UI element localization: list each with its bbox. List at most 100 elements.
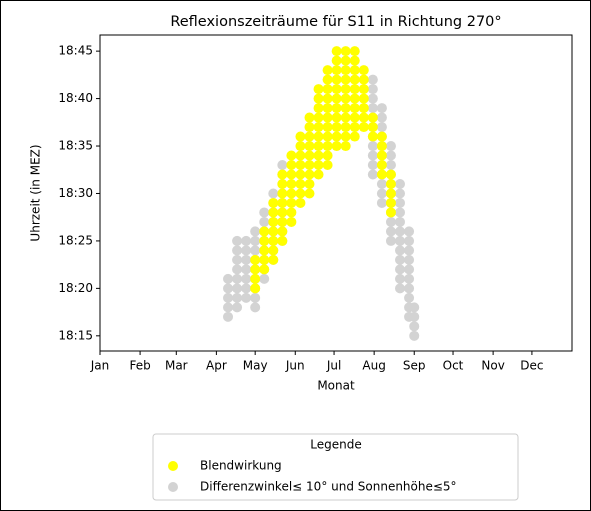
point (286, 178, 297, 189)
point (367, 131, 378, 142)
point (367, 74, 378, 85)
point (259, 264, 270, 275)
point (358, 84, 369, 95)
point (385, 169, 396, 180)
point (349, 46, 360, 57)
point (367, 122, 378, 133)
point (331, 103, 342, 114)
point (358, 65, 369, 76)
point (295, 188, 306, 199)
y-tick-label: 18:15 (58, 328, 93, 342)
point (277, 226, 288, 237)
point (241, 245, 252, 256)
point (304, 150, 315, 161)
point (376, 178, 387, 189)
x-axis-label: Monat (317, 379, 355, 393)
legend-marker (168, 461, 178, 471)
point (250, 254, 261, 265)
point (232, 264, 243, 275)
point (349, 65, 360, 76)
point (367, 169, 378, 180)
point (349, 131, 360, 142)
point (322, 122, 333, 133)
point (367, 84, 378, 95)
point (313, 103, 324, 114)
x-tick-label: Dec (520, 359, 543, 373)
point (286, 160, 297, 171)
x-tick-label: Nov (481, 359, 504, 373)
point (376, 141, 387, 152)
x-tick-label: Jun (285, 359, 305, 373)
point (277, 207, 288, 218)
point (304, 188, 315, 199)
point (331, 65, 342, 76)
point (268, 235, 279, 246)
point (295, 131, 306, 142)
point (404, 254, 415, 265)
point (395, 235, 406, 246)
point (349, 103, 360, 114)
point (395, 264, 406, 275)
point (349, 74, 360, 85)
point (304, 122, 315, 133)
point (376, 112, 387, 123)
point (322, 150, 333, 161)
x-tick-label: Jan (90, 359, 110, 373)
x-tick-label: Sep (403, 359, 426, 373)
point (395, 197, 406, 208)
point (232, 254, 243, 265)
point (277, 169, 288, 180)
point (367, 150, 378, 161)
point (331, 46, 342, 57)
point (232, 283, 243, 294)
point (367, 103, 378, 114)
chart-title: Reflexionszeiträume für S11 in Richtung … (170, 14, 501, 30)
point (259, 273, 270, 284)
point (385, 188, 396, 199)
point (286, 188, 297, 199)
point (331, 93, 342, 104)
legend-marker (168, 482, 178, 492)
point (304, 178, 315, 189)
y-tick-label: 18:45 (58, 44, 93, 58)
point (376, 122, 387, 133)
point (268, 207, 279, 218)
point (313, 112, 324, 123)
point (259, 207, 270, 218)
point (250, 302, 261, 313)
point (395, 226, 406, 237)
point (331, 122, 342, 133)
point (295, 150, 306, 161)
point (250, 273, 261, 284)
point (295, 160, 306, 171)
point (340, 65, 351, 76)
point (376, 131, 387, 142)
point (385, 160, 396, 171)
y-tick-label: 18:20 (58, 281, 93, 295)
legend-title: Legende (310, 438, 361, 452)
point (250, 226, 261, 237)
point (367, 93, 378, 104)
x-tick-label: Feb (129, 359, 150, 373)
point (241, 264, 252, 275)
point (250, 245, 261, 256)
y-tick-label: 18:35 (58, 139, 93, 153)
point (385, 226, 396, 237)
point (313, 131, 324, 142)
point (295, 169, 306, 180)
point (331, 131, 342, 142)
point (349, 93, 360, 104)
point (385, 207, 396, 218)
point (385, 197, 396, 208)
point (268, 216, 279, 227)
point (268, 226, 279, 237)
point (241, 283, 252, 294)
point (340, 74, 351, 85)
point (232, 292, 243, 303)
point (367, 112, 378, 123)
point (340, 112, 351, 123)
y-tick-label: 18:25 (58, 233, 93, 247)
point (259, 235, 270, 246)
